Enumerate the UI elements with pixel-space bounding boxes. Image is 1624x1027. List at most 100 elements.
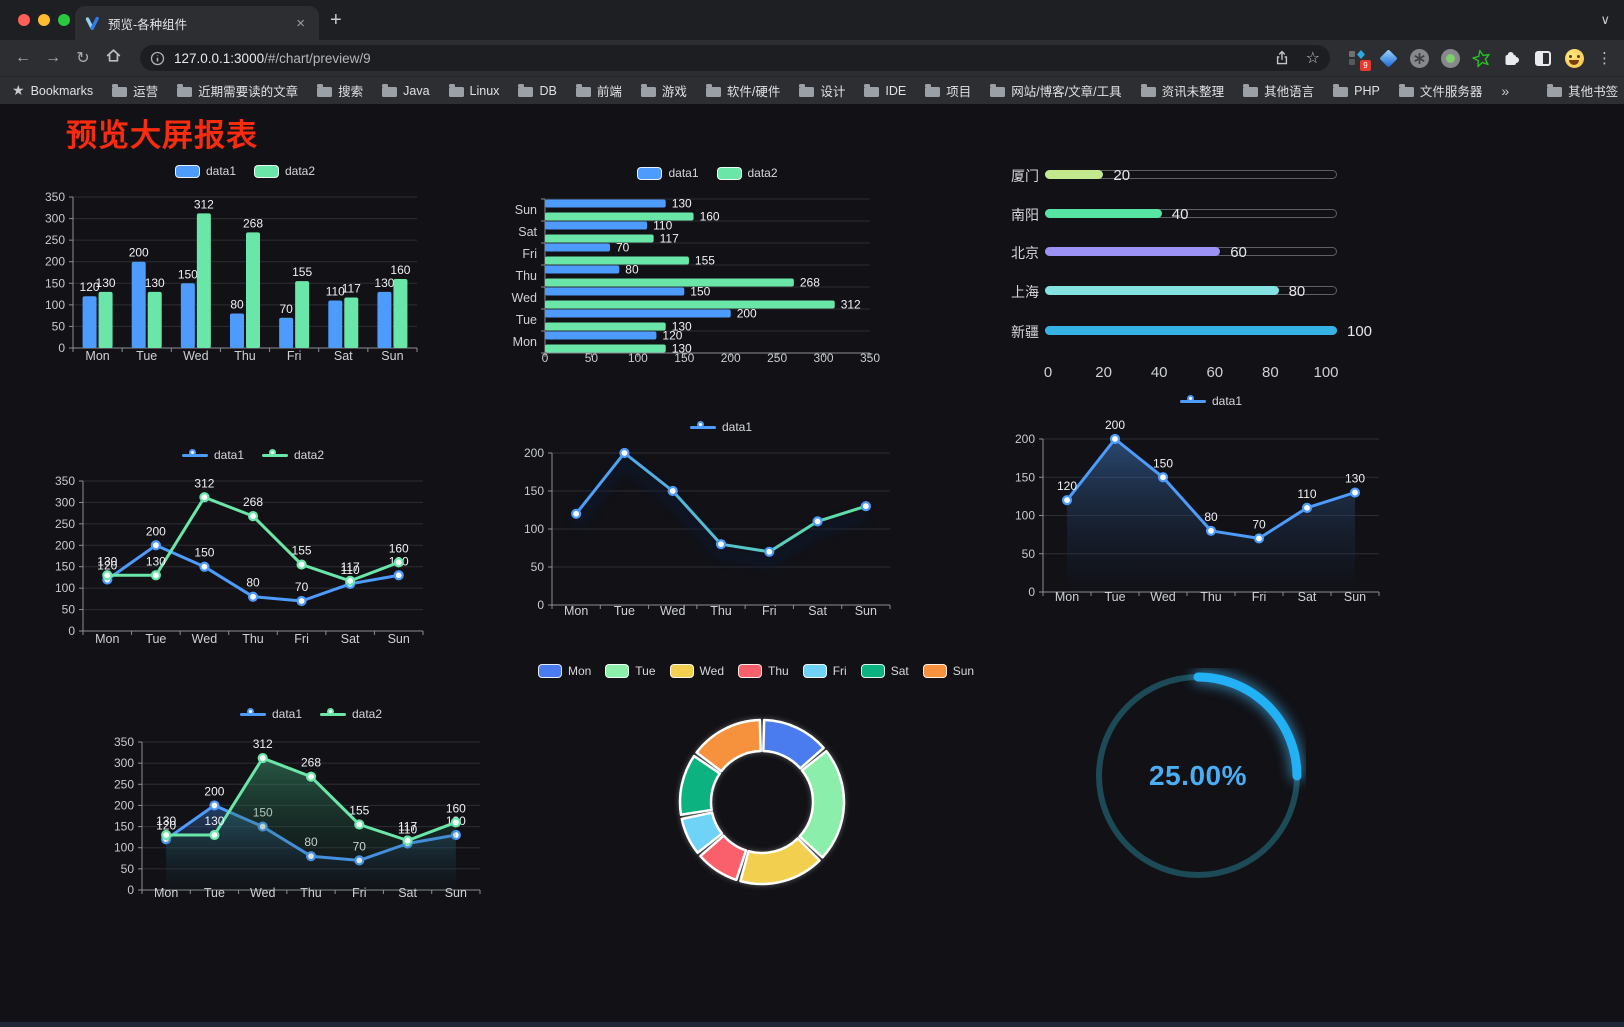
legend-label: Fri — [832, 664, 847, 678]
extensions-puzzle-icon[interactable] — [1502, 48, 1522, 68]
bookmark-folder[interactable]: 游戏 — [640, 81, 687, 100]
bookmark-item[interactable]: ★ Bookmarks — [12, 82, 93, 99]
svg-text:312: 312 — [194, 197, 214, 211]
extension-tampermonkey-icon[interactable]: 9 — [1347, 48, 1371, 71]
tab-close-icon[interactable]: × — [296, 14, 305, 32]
bookmark-folder[interactable]: 项目 — [925, 81, 971, 100]
tab-title: 预览-各种组件 — [108, 17, 188, 32]
legend-swatch — [922, 664, 947, 678]
legend-item[interactable]: data1 — [1179, 394, 1242, 408]
reload-button[interactable]: ↻ — [76, 50, 90, 67]
chart-legend: data1 data2 — [545, 164, 870, 182]
bookmark-folder[interactable]: 资讯未整理 — [1140, 81, 1224, 100]
svg-text:268: 268 — [301, 756, 321, 770]
bookmark-folder[interactable]: DB — [518, 81, 557, 100]
new-tab-button[interactable]: + — [330, 9, 342, 31]
minimize-window-button[interactable] — [38, 14, 50, 26]
legend-item[interactable]: Tue — [605, 664, 656, 678]
folder-icon — [448, 84, 464, 97]
svg-text:100: 100 — [628, 351, 648, 365]
bookmark-folder[interactable]: Java — [382, 81, 430, 100]
legend-item[interactable]: data2 — [254, 164, 315, 178]
share-icon[interactable] — [1274, 50, 1290, 66]
address-bar[interactable]: 127.0.0.1:3000/#/chart/preview/9 ☆ — [140, 45, 1330, 71]
legend-item[interactable]: data1 — [174, 164, 236, 178]
svg-text:250: 250 — [55, 517, 75, 531]
svg-text:110: 110 — [341, 563, 360, 577]
legend-item[interactable]: data1 — [689, 420, 752, 434]
svg-text:130: 130 — [156, 814, 176, 828]
legend-item[interactable]: Sat — [860, 664, 909, 678]
other-bookmarks-folder[interactable]: 其他书签 — [1547, 81, 1618, 100]
legend-item[interactable]: Fri — [802, 664, 847, 678]
legend-label: data1 — [668, 166, 699, 180]
close-window-button[interactable] — [18, 14, 30, 26]
legend-item[interactable]: data2 — [262, 448, 324, 462]
svg-text:Sun: Sun — [388, 632, 410, 646]
bookmark-star-icon[interactable]: ☆ — [1305, 50, 1320, 67]
back-button[interactable]: ← — [15, 49, 31, 66]
legend-marker — [262, 449, 288, 462]
site-info-icon[interactable] — [150, 51, 165, 66]
extension-emoji-icon[interactable] — [1564, 48, 1584, 68]
legend-label: Sun — [952, 664, 975, 678]
svg-text:160: 160 — [700, 210, 720, 224]
legend-item[interactable]: Sun — [922, 664, 975, 678]
bookmark-folder[interactable]: IDE — [864, 81, 906, 100]
svg-text:117: 117 — [341, 560, 360, 574]
svg-text:80: 80 — [230, 297, 244, 311]
svg-text:350: 350 — [55, 474, 75, 488]
legend-item[interactable]: data2 — [716, 166, 778, 180]
bookmark-folder[interactable]: Linux — [448, 81, 500, 100]
legend-item[interactable]: data1 — [637, 166, 699, 180]
bookmark-folder[interactable]: 其他语言 — [1243, 81, 1314, 100]
bookmark-folder[interactable]: 设计 — [799, 81, 845, 100]
svg-text:268: 268 — [243, 216, 263, 230]
chart-legend: data1 data2 — [142, 705, 480, 723]
zoom-window-button[interactable] — [58, 14, 70, 26]
svg-text:Fri: Fri — [294, 632, 309, 646]
svg-text:50: 50 — [531, 560, 545, 574]
progress-fill — [1045, 169, 1104, 179]
home-button[interactable] — [98, 47, 128, 69]
bookmarks-overflow-chevron[interactable]: » — [1501, 82, 1510, 99]
bookmark-label: Linux — [469, 83, 500, 98]
svg-text:120: 120 — [156, 818, 176, 832]
legend-item[interactable]: Mon — [537, 664, 591, 678]
extension-green-star-icon[interactable] — [1471, 48, 1491, 68]
tab-search-chevron-icon[interactable]: ∨ — [1600, 12, 1610, 27]
svg-text:Mon: Mon — [513, 335, 537, 349]
legend-label: data1 — [271, 707, 302, 721]
legend-item[interactable]: Thu — [738, 664, 789, 678]
legend-label: data2 — [285, 164, 316, 178]
forward-button[interactable]: → — [45, 49, 61, 66]
extension-asterisk-icon[interactable] — [1409, 48, 1429, 68]
extension-panel-icon[interactable] — [1533, 48, 1553, 68]
legend-label: data1 — [213, 448, 244, 462]
bookmark-label: 设计 — [820, 85, 846, 99]
bookmark-folder[interactable]: PHP — [1333, 81, 1380, 100]
bookmark-folder[interactable]: 软件/硬件 — [705, 81, 780, 100]
legend-item[interactable]: data2 — [320, 707, 382, 721]
svg-text:130: 130 — [97, 554, 117, 568]
bookmark-folder[interactable]: 文件服务器 — [1398, 81, 1482, 100]
bookmark-folder[interactable]: 网站/博客/文章/工具 — [990, 81, 1122, 100]
extension-gem-icon[interactable] — [1378, 48, 1398, 68]
folder-icon — [1547, 84, 1563, 97]
extensions-row: 9 ⋮ — [1347, 40, 1614, 76]
legend-item[interactable]: data1 — [181, 448, 244, 462]
bookmark-folder[interactable]: 搜索 — [317, 81, 363, 100]
browser-menu-kebab-icon[interactable]: ⋮ — [1597, 50, 1612, 67]
svg-text:Tue: Tue — [1104, 590, 1125, 604]
legend-item[interactable]: data1 — [239, 707, 302, 721]
bookmark-folder[interactable]: 近期需要读的文章 — [177, 81, 298, 100]
legend-item[interactable]: Wed — [669, 664, 724, 678]
browser-tab[interactable]: 预览-各种组件 × — [75, 6, 319, 40]
bookmark-label: DB — [539, 83, 557, 98]
page-title: 预览大屏报表 — [66, 118, 258, 153]
extension-green-dot-icon[interactable] — [1440, 48, 1460, 68]
bookmark-folder[interactable]: 运营 — [112, 81, 158, 100]
svg-text:50: 50 — [1022, 547, 1036, 561]
legend-marker — [181, 449, 208, 462]
bookmark-folder[interactable]: 前端 — [575, 81, 622, 100]
